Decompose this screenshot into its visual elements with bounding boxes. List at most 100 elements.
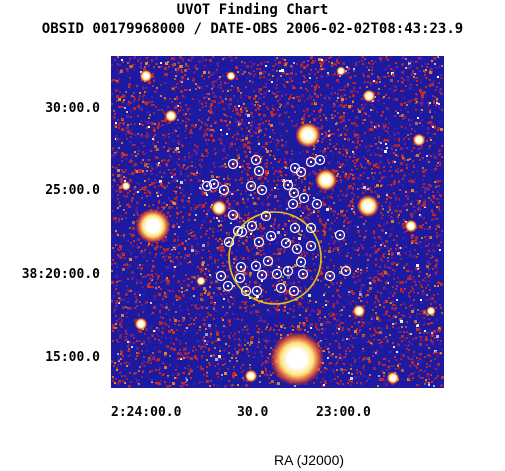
source-marker-dot	[227, 240, 231, 244]
source-marker	[222, 280, 234, 292]
source-marker	[265, 230, 277, 242]
ra-tick-label: 23:00.0	[316, 405, 371, 420]
source-marker	[334, 229, 346, 241]
star	[121, 181, 131, 191]
source-marker-dot	[318, 158, 322, 162]
source-marker	[256, 184, 268, 196]
source-marker-dot	[260, 188, 264, 192]
source-marker	[288, 285, 300, 297]
ra-tick-label: 30.0	[237, 405, 269, 420]
source-marker	[223, 236, 235, 248]
star	[412, 133, 426, 147]
star	[135, 208, 171, 244]
source-marker-dot	[249, 184, 253, 188]
source-marker-dot	[328, 274, 332, 278]
source-marker-dot	[244, 289, 248, 293]
source-marker	[314, 154, 326, 166]
source-marker	[271, 268, 283, 280]
star	[164, 109, 178, 123]
source-marker	[260, 210, 272, 222]
source-marker	[227, 209, 239, 221]
source-marker	[289, 222, 301, 234]
source-marker	[282, 179, 294, 191]
source-marker	[232, 225, 244, 237]
source-marker-dot	[293, 166, 297, 170]
dec-tick-label: 38:20:00.0	[21, 267, 100, 282]
source-marker-dot	[299, 170, 303, 174]
source-marker	[250, 154, 262, 166]
star	[314, 168, 338, 192]
source-marker	[215, 270, 227, 282]
source-marker-dot	[301, 272, 305, 276]
source-marker	[201, 180, 213, 192]
source-marker	[288, 187, 300, 199]
star	[352, 304, 366, 318]
source-marker-dot	[205, 184, 209, 188]
ra-tick-label: 2:24:00.0	[111, 405, 182, 420]
source-marker-dot	[269, 234, 273, 238]
source-marker	[234, 272, 246, 284]
source-marker	[250, 260, 262, 272]
source-marker-dot	[255, 289, 259, 293]
star	[139, 69, 153, 83]
source-marker-dot	[254, 158, 258, 162]
source-marker	[287, 198, 299, 210]
source-marker	[305, 222, 317, 234]
error-circle	[228, 211, 322, 305]
source-marker-dot	[286, 269, 290, 273]
source-marker	[240, 285, 252, 297]
star	[356, 194, 380, 218]
source-marker	[253, 165, 265, 177]
source-marker-dot	[309, 244, 313, 248]
source-marker-dot	[291, 202, 295, 206]
source-marker	[298, 192, 310, 204]
source-marker-dot	[292, 191, 296, 195]
source-marker	[295, 256, 307, 268]
source-marker	[256, 269, 268, 281]
source-marker-dot	[260, 273, 264, 277]
source-marker-dot	[257, 240, 261, 244]
source-marker-dot	[302, 196, 306, 200]
source-marker-dot	[309, 160, 313, 164]
star	[386, 371, 400, 385]
source-marker-dot	[286, 183, 290, 187]
source-marker	[251, 285, 263, 297]
source-marker-dot	[236, 229, 240, 233]
observation-subtitle: OBSID 00179968000 / DATE-OBS 2006-02-02T…	[41, 21, 464, 37]
source-marker-dot	[222, 188, 226, 192]
source-marker	[262, 255, 274, 267]
source-markers	[201, 154, 352, 297]
source-marker	[340, 265, 352, 277]
source-marker-dot	[239, 265, 243, 269]
star	[244, 369, 258, 383]
ra-axis-title: RA (J2000)	[274, 452, 345, 468]
source-marker	[245, 180, 257, 192]
source-marker	[218, 184, 230, 196]
source-marker-dot	[284, 241, 288, 245]
source-marker-dot	[250, 224, 254, 228]
source-marker-dot	[299, 260, 303, 264]
chart-title: UVOT Finding Chart	[176, 2, 329, 18]
star	[134, 317, 148, 331]
source-marker-dot	[338, 233, 342, 237]
source-marker-dot	[275, 272, 279, 276]
source-marker-dot	[264, 214, 268, 218]
star	[404, 219, 418, 233]
star	[426, 306, 436, 316]
source-marker	[246, 220, 258, 232]
dec-tick-label: 30:00.0	[45, 101, 100, 116]
source-marker-dot	[315, 202, 319, 206]
star	[362, 89, 376, 103]
star	[211, 200, 227, 216]
source-marker	[282, 265, 294, 277]
source-marker-dot	[231, 213, 235, 217]
dec-tick-label: 25:00.0	[45, 183, 100, 198]
source-marker	[275, 282, 287, 294]
source-marker	[291, 243, 303, 255]
source-marker	[208, 178, 220, 190]
source-marker-dot	[309, 226, 313, 230]
source-marker	[295, 166, 307, 178]
source-marker-dot	[344, 269, 348, 273]
source-marker	[280, 237, 292, 249]
dec-tick-label: 15:00.0	[45, 350, 100, 365]
